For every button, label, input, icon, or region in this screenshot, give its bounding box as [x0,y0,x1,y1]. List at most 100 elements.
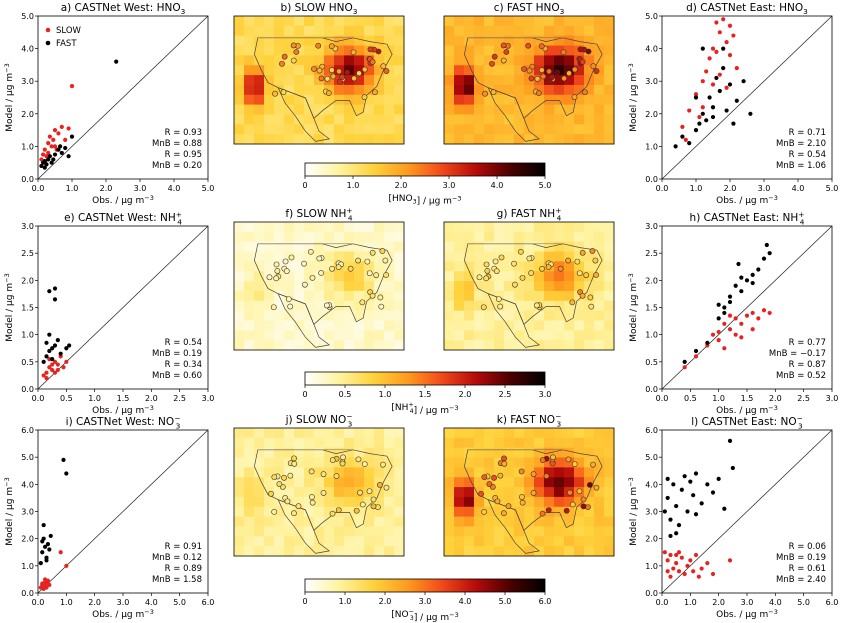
map-cell [484,35,495,47]
slow-point [722,346,727,351]
map-cell [254,124,265,135]
map-title: j) SLOW NO− 3 [285,412,353,429]
y-tick-label: 4.0 [21,480,34,489]
map-cell [484,251,495,262]
map-cell [514,437,525,449]
map-cell [444,546,455,557]
station-marker [546,68,552,75]
map-cell [604,222,615,233]
station-marker [380,461,386,468]
map-cell [324,104,335,115]
map-cell [494,84,505,96]
station-marker [359,299,366,306]
map-cell [244,300,255,312]
map-cell [344,124,355,135]
map-cell [334,222,345,233]
map-frame [443,221,615,351]
colorbar-tick-label: 0 [302,181,307,190]
map-cell [594,114,605,125]
map-cell [264,320,275,331]
map-cell [604,437,615,449]
x-tick-label: 5.0 [202,184,215,193]
map-cell [284,526,295,537]
fast-point [687,141,692,146]
map-cell [384,241,395,253]
stat-label: R = 0.95 [165,150,202,160]
station-marker [309,274,316,281]
fast-point [38,561,43,566]
map-cell [464,16,475,27]
station-marker [480,304,487,311]
map-cell [284,231,295,243]
map-cell [344,281,355,292]
map-cell [374,94,385,106]
y-tick-label: 0.0 [21,385,34,394]
map-cell [274,310,285,321]
map-cell [474,281,485,292]
map-cell [514,281,525,292]
map-panel [443,427,615,557]
map-cell [324,536,335,547]
map-cell [574,447,585,459]
station-marker [355,456,362,463]
slow-point [727,313,733,318]
map-cell [464,310,475,321]
slow-point [39,157,44,162]
map-cell [464,55,475,66]
fast-point [52,286,58,291]
map-cell [524,231,535,243]
map-cell [544,546,555,557]
map-cell [554,114,565,125]
map-cell [384,300,395,312]
map-cell [274,25,285,37]
map-cell [554,437,565,449]
map-cell [264,251,275,262]
map-cell [534,340,545,351]
map-cell [524,281,535,292]
fast-point [705,340,710,345]
map-cell [294,261,305,272]
map-cell [454,457,465,468]
map-cell [314,75,325,86]
y-tick-label: 6.0 [645,426,658,435]
map-cell [584,261,595,272]
map-cell [564,477,575,488]
map-cell [334,124,345,135]
map-cell [364,320,375,331]
map-cell [344,300,355,312]
map-cell [604,241,615,253]
map-cell [264,437,275,449]
map-cell [234,447,245,459]
map-cell [584,134,595,145]
map-cell [304,546,315,557]
map-cell [244,222,255,233]
y-tick-label: 5.0 [645,12,658,21]
map-cell [274,281,285,292]
coastline [254,243,393,325]
map-cell [544,330,555,341]
map-cell [604,457,615,468]
y-tick-label: 1.0 [645,142,658,151]
map-cell [244,55,255,66]
map-cell [304,271,315,282]
slow-point [42,147,47,152]
slow-point [61,365,66,370]
x-tick-label: 0.5 [684,394,697,403]
map-cell [514,290,525,302]
map-cell [454,75,465,86]
map-cell [554,134,565,145]
map-cell [544,114,555,125]
map-cell [304,25,315,37]
map-cell [294,134,305,145]
fast-point [697,121,702,126]
fast-point [750,272,755,277]
map-cell [354,516,365,527]
map-cell [374,134,385,145]
station-marker [476,274,483,281]
map-cell [534,477,545,488]
map-cell [464,300,475,312]
map-cell [374,447,385,459]
x-tick-label: 0.0 [32,184,45,193]
map-cell [554,241,565,253]
map-cell [314,124,325,135]
